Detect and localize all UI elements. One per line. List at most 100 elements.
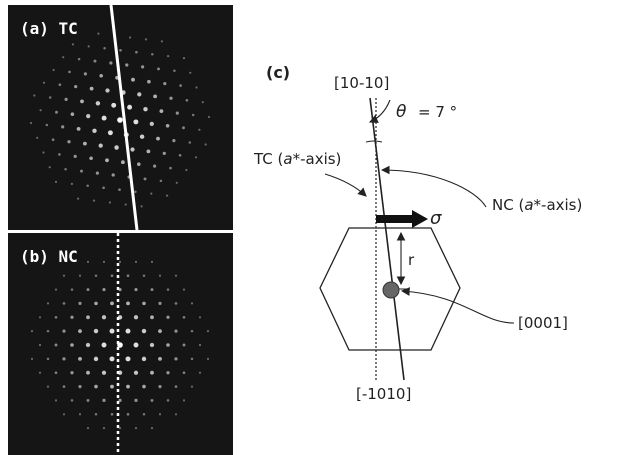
nc-diffraction-pattern: (b) NC [8,233,233,455]
diffraction-spot [174,329,178,333]
diffraction-spot [42,151,45,154]
diffraction-spot [135,50,138,54]
diffraction-spot [204,143,207,146]
diffraction-spot [137,92,142,97]
diffraction-spot [62,302,66,305]
diffraction-spot [191,113,195,117]
diffraction-spot [92,128,97,134]
diffraction-spot [182,57,186,60]
diffraction-spot [131,77,135,82]
diffraction-spot [165,124,170,128]
diffraction-spot [101,115,107,121]
diffraction-spot [190,329,194,333]
diffraction-spot [78,385,82,389]
diffraction-spot [54,180,58,183]
diffraction-spot [95,171,99,175]
diffraction-spot [86,398,90,402]
diffraction-spot [119,48,122,52]
diffraction-spot [94,384,98,389]
diffraction-spot [54,371,58,375]
diffraction-spot [163,82,167,86]
diffraction-spot [156,136,160,141]
diffraction-spot [85,342,91,348]
diffraction-spot [172,139,176,143]
diffraction-spot [149,121,154,127]
diffraction-spot [162,151,166,156]
diffraction-spot [182,371,186,375]
diffraction-spot [78,274,82,277]
diffraction-spot [174,302,178,305]
diffraction-spot [133,119,139,125]
diffraction-spot [67,140,71,144]
diffraction-spot [140,205,143,208]
diffraction-spot [92,199,96,202]
diffraction-spot [54,399,58,402]
diffraction-spot [139,134,145,139]
diffraction-spot [114,145,119,150]
diffraction-spot [169,96,173,100]
diffraction-spot [134,427,138,430]
hexagon-cross-section [319,227,461,351]
diffraction-spot [150,288,154,292]
diffraction-spot [126,274,130,278]
diffraction-spot [118,427,122,430]
diffraction-spot [70,182,74,186]
tc-axis-line [369,97,405,381]
diffraction-spot [102,398,106,402]
diffraction-spot [125,356,131,362]
diffraction-spot [150,427,154,430]
diffraction-spot [87,45,90,48]
diffraction-spot [126,412,130,416]
diffraction-spot [189,71,192,74]
diffraction-spot [166,54,170,58]
diffraction-spot [102,186,105,190]
orientation-schematic: (c) [10-10] θ = 7 ° σ r [0001] [-1010] [266,63,568,403]
diffraction-spot [105,158,109,163]
diffraction-spot [51,138,55,142]
diffraction-spot [70,371,74,375]
diffraction-spot [64,97,68,101]
diffraction-spot [78,301,82,305]
diffraction-spot [77,197,80,200]
sigma-symbol: σ [430,208,442,229]
diffraction-spot [78,413,82,416]
diffraction-spot [198,371,202,374]
diffraction-spot [64,167,67,171]
diffraction-spot [173,69,176,73]
r-label: r [408,251,415,269]
diffraction-spot [38,371,42,374]
diffraction-spot [146,149,151,154]
diffraction-spot [134,288,138,292]
diffraction-spot [166,288,170,291]
diffraction-spot [73,154,77,158]
diffraction-spot [108,201,111,204]
diffraction-spot [124,203,127,206]
diffraction-spot [70,112,75,116]
diffraction-spot [188,141,192,144]
tc-label-pointer [324,173,367,197]
diffraction-spot [78,329,82,334]
diffraction-spot [143,106,148,112]
diffraction-spot [133,315,139,320]
diffraction-spot [175,111,179,115]
diffraction-spot [198,343,202,347]
diffraction-spot [185,98,189,102]
diffraction-spot [68,70,71,74]
diffraction-spot [179,84,182,87]
diffraction-spot [143,177,147,181]
diffraction-spot [70,343,74,347]
diffraction-spot [111,102,117,108]
diffraction-spot [118,188,121,192]
diffraction-spot [158,356,162,361]
diffraction-spot [93,328,99,334]
diffraction-spot [77,57,81,61]
diffraction-spot [78,356,82,361]
diffraction-spot [126,301,130,306]
axis-overlay-line [109,5,139,230]
diffraction-spot [62,385,66,388]
diffraction-spot [70,399,74,402]
diffraction-spot [150,370,154,375]
diffraction-spot [127,104,133,110]
diffraction-spot [190,302,194,305]
diffraction-spot [95,101,101,106]
